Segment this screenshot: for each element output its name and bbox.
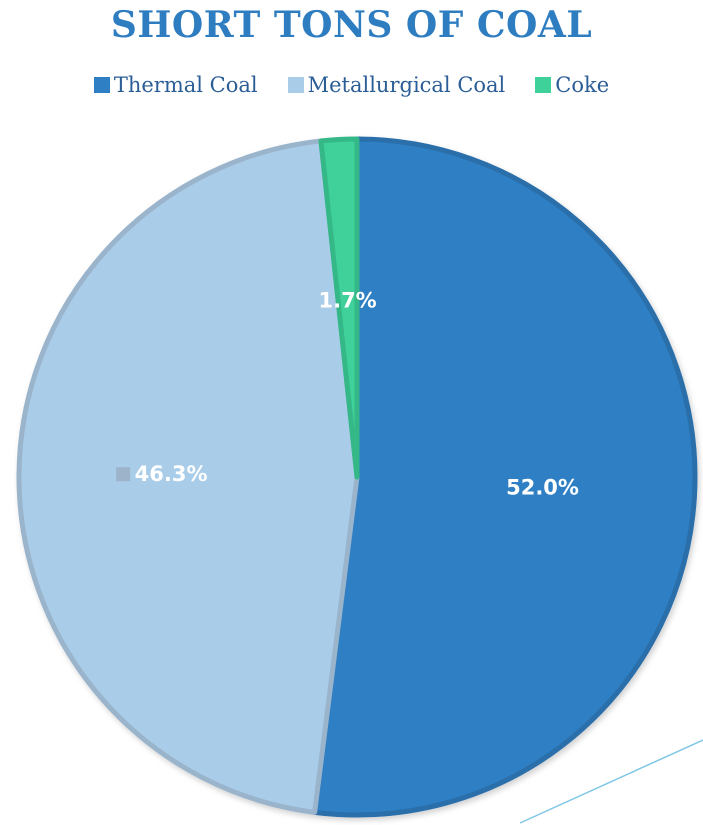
label-marker-metallurgical-coal xyxy=(116,467,131,482)
legend-label-thermal-coal: Thermal Coal xyxy=(113,73,258,97)
legend: Thermal Coal Metallurgical Coal Coke xyxy=(0,73,703,97)
legend-label-coke: Coke xyxy=(555,73,610,97)
pie-slice-metallurgical-coal[interactable] xyxy=(16,138,360,815)
slice-label-coke: 1.7% xyxy=(318,288,376,312)
pie-slice-coke[interactable] xyxy=(318,136,360,480)
decorative-line xyxy=(519,739,703,824)
legend-swatch-metallurgical-coal xyxy=(287,77,304,93)
legend-item-coke[interactable]: Coke xyxy=(535,73,609,97)
slice-label-metallurgical-coal: 46.3% xyxy=(135,462,208,486)
legend-swatch-thermal-coal xyxy=(93,77,110,93)
legend-item-metallurgical-coal[interactable]: Metallurgical Coal xyxy=(287,73,506,97)
pie-slice-thermal-coal[interactable] xyxy=(312,136,698,818)
legend-label-metallurgical-coal: Metallurgical Coal xyxy=(307,73,506,97)
legend-item-thermal-coal[interactable]: Thermal Coal xyxy=(93,73,258,97)
slice-label-thermal-coal: 52.0% xyxy=(506,476,579,500)
pie-slices xyxy=(16,136,698,818)
chart-title: SHORT TONS OF COAL xyxy=(110,4,593,46)
legend-swatch-coke xyxy=(535,77,552,93)
